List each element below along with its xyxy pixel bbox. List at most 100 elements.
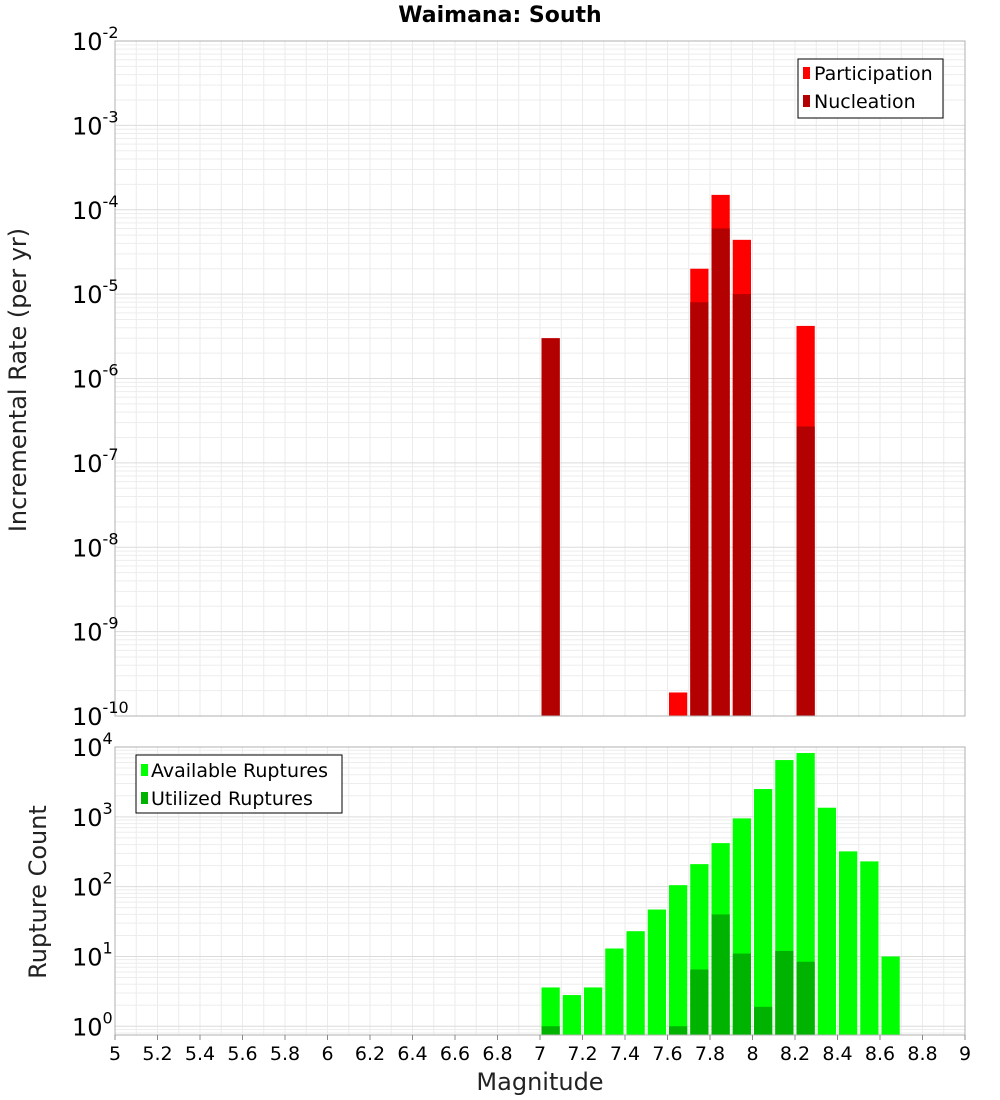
bottom-y-axis-label: Rupture Count: [24, 805, 52, 979]
top-y-tick-exponent: -10: [103, 698, 129, 717]
legend-participation-label: Participation: [814, 63, 933, 85]
rate-bar-b: [690, 302, 709, 716]
count-bar-a: [817, 807, 836, 1035]
x-tick-label: 7.8: [695, 1043, 725, 1065]
x-tick-label: 5.4: [185, 1043, 215, 1065]
top-plot-bars: [541, 194, 815, 717]
x-tick-label: 5: [109, 1043, 121, 1065]
rate-bar-b: [796, 426, 815, 716]
count-bar-b: [732, 953, 751, 1035]
bottom-y-tick-label: 104: [72, 729, 113, 762]
top-y-tick-label: 10-2: [72, 23, 119, 56]
bottom-y-tick-base: 10: [72, 1013, 103, 1041]
x-tick-label: 7: [534, 1043, 546, 1065]
legend-nucleation-swatch: [803, 95, 810, 107]
count-bar-a: [626, 931, 645, 1035]
top-y-tick-base: 10: [72, 112, 103, 140]
rate-bar-a: [669, 692, 688, 716]
top-y-tick-exponent: -5: [103, 276, 119, 295]
x-tick-label: 7.4: [610, 1043, 640, 1065]
count-bar-b: [690, 969, 709, 1035]
bottom-legend-box: [135, 754, 343, 814]
top-y-tick-base: 10: [72, 534, 103, 562]
count-bar-a: [881, 956, 900, 1035]
top-y-tick-label: 10-4: [72, 192, 119, 225]
top-y-tick-base: 10: [72, 281, 103, 309]
top-y-tick-label: 10-5: [72, 276, 119, 309]
count-bar-b: [711, 914, 730, 1035]
count-bar-b: [775, 950, 794, 1035]
top-y-axis-label: Incremental Rate (per yr): [4, 228, 32, 532]
top-y-tick-labels: 10-210-310-410-510-610-710-810-910-10: [72, 23, 129, 731]
count-bar-a: [584, 987, 603, 1035]
chart-title: Waimana: South: [398, 3, 601, 28]
top-y-tick-base: 10: [72, 450, 103, 478]
x-tick-label: 7.2: [567, 1043, 597, 1065]
top-y-tick-base: 10: [72, 366, 103, 394]
top-y-tick-label: 10-10: [72, 698, 129, 731]
x-tick-label: 6.8: [482, 1043, 512, 1065]
x-tick-label: 6.4: [397, 1043, 427, 1065]
top-y-tick-exponent: -3: [103, 107, 119, 126]
count-bar-a: [754, 789, 773, 1035]
x-tick-label: 8: [746, 1043, 758, 1065]
x-tick-label: 5.6: [227, 1043, 257, 1065]
top-y-tick-exponent: -4: [103, 192, 119, 211]
count-bar-b: [796, 961, 815, 1035]
legend-available-swatch: [141, 764, 148, 776]
rate-bar-b: [711, 228, 730, 716]
legend-nucleation-label: Nucleation: [814, 91, 916, 113]
legend-utilized-swatch: [141, 792, 148, 804]
top-y-tick-label: 10-9: [72, 614, 119, 647]
top-y-tick-label: 10-3: [72, 107, 119, 140]
top-y-tick-exponent: -6: [103, 361, 119, 380]
bottom-y-tick-base: 10: [72, 944, 103, 972]
x-tick-label: 5.8: [270, 1043, 300, 1065]
x-tick-label: 9: [959, 1043, 971, 1065]
bottom-y-tick-label: 102: [72, 869, 113, 902]
count-bar-a: [562, 995, 581, 1035]
top-y-tick-label: 10-6: [72, 361, 119, 394]
x-tick-label: 7.6: [652, 1043, 682, 1065]
bottom-y-tick-label: 103: [72, 799, 113, 832]
top-y-tick-base: 10: [72, 28, 103, 56]
x-tick-label: 6: [321, 1043, 333, 1065]
top-y-tick-base: 10: [72, 197, 103, 225]
top-y-tick-exponent: -7: [103, 445, 119, 464]
top-plot-frame: [114, 40, 966, 717]
x-tick-label: 8.4: [822, 1043, 852, 1065]
top-y-tick-base: 10: [72, 703, 103, 731]
bottom-legend: Available Ruptures Utilized Ruptures: [135, 754, 343, 814]
count-bar-a: [669, 885, 688, 1035]
bottom-y-tick-exponent: 3: [103, 799, 113, 818]
top-y-tick-exponent: -9: [103, 614, 119, 633]
bottom-y-tick-base: 10: [72, 804, 103, 832]
count-bar-a: [605, 948, 624, 1035]
rate-bar-b: [541, 338, 560, 716]
legend-participation-swatch: [803, 67, 810, 79]
x-tick-label: 8.2: [780, 1043, 810, 1065]
bottom-y-tick-base: 10: [72, 734, 103, 762]
bottom-y-tick-label: 101: [72, 939, 113, 972]
bottom-y-tick-label: 100: [72, 1008, 113, 1041]
x-axis-label: Magnitude: [476, 1068, 603, 1096]
count-bar-a: [839, 851, 858, 1035]
bottom-y-tick-exponent: 4: [103, 729, 113, 748]
x-tick-label: 6.2: [355, 1043, 385, 1065]
top-legend-box: [797, 58, 944, 119]
top-y-tick-exponent: -8: [103, 529, 119, 548]
top-plot-grid: [114, 40, 966, 717]
legend-available-label: Available Ruptures: [151, 760, 328, 782]
x-tick-labels: 5 5.2 5.4 5.6 5.8 6 6.2 6.4 6.6 6.8 7 7.2 7.4 7.6 7.8 8…: [109, 1035, 971, 1065]
bottom-y-tick-exponent: 0: [103, 1008, 113, 1027]
count-bar-b: [754, 1006, 773, 1035]
rate-bar-b: [732, 294, 751, 717]
bottom-y-tick-exponent: 1: [103, 939, 113, 958]
legend-utilized-label: Utilized Ruptures: [151, 788, 313, 810]
count-bar-b: [541, 1026, 560, 1035]
count-bar-a: [860, 861, 879, 1035]
top-y-tick-base: 10: [72, 619, 103, 647]
